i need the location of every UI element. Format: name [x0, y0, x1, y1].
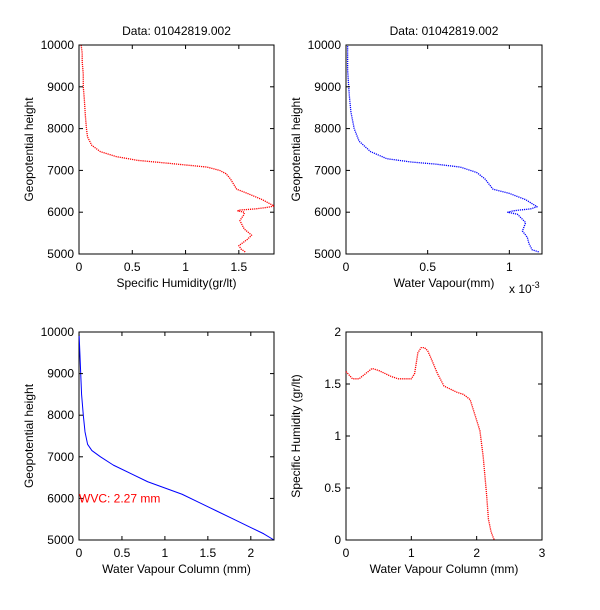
chart-3-ytick-label: 8000: [47, 408, 74, 422]
chart-3-axes-box: [78, 331, 275, 541]
chart-3-ylabel: Geopotential height: [22, 383, 36, 488]
chart-3-ytick-label: 10000: [41, 325, 75, 339]
chart-1-xtick-label: 1.5: [230, 260, 247, 274]
chart-4-xtick-label: 3: [539, 546, 546, 560]
chart-3-xtick-label: 1.5: [200, 546, 217, 560]
chart-2-ytick-label: 10000: [308, 38, 342, 52]
chart-1-ylabel: Geopotential height: [22, 97, 36, 202]
chart-4-ytick-label: 0: [334, 533, 341, 547]
chart-1-xlabel: Specific Humidity(gr/lt): [116, 276, 236, 290]
chart-3-ytick-label: 7000: [47, 450, 74, 464]
chart-2-x-multiplier: x 10-3: [509, 280, 540, 296]
chart-3-xtick-label: 0.5: [114, 546, 131, 560]
chart-1-xtick-label: 0.5: [124, 260, 141, 274]
chart-3-ytick-label: 9000: [47, 367, 74, 381]
chart-4-ytick-label: 1: [334, 429, 341, 443]
chart-1-xtick-label: 0: [76, 260, 83, 274]
chart-4: 0 1 2 3 0 0.5 1 1.5 2 Water Vapour Column (mm) Spe…: [289, 325, 546, 576]
chart-3-xtick-label: 1: [162, 546, 169, 560]
chart-2-ytick-label: 8000: [314, 122, 341, 136]
chart-1-series-1-line: [80, 44, 275, 253]
chart-2-ytick-label: 6000: [314, 205, 341, 219]
chart-4-xlabel: Water Vapour Column (mm): [370, 562, 519, 576]
chart-3-xtick-label: 0: [76, 546, 83, 560]
chart-4-ytick-label: 2: [334, 325, 341, 339]
chart-3-series-1-line: [78, 331, 275, 541]
chart-4-ytick-label: 1.5: [324, 377, 341, 391]
chart-1: 0 0.5 1 1.5 5000 6000 7000 8000 9000 10000 Data: 0…: [22, 24, 275, 290]
chart-4-xtick-label: 0: [343, 546, 350, 560]
chart-2-xtick-label: 1: [506, 260, 513, 274]
chart-3-annotation: WVC: 2.27 mm: [79, 491, 160, 505]
chart-3-xtick-label: 2: [247, 546, 254, 560]
chart-1-xtick-label: 1: [182, 260, 189, 274]
chart-2-ytick-label: 5000: [314, 247, 341, 261]
chart-1-ytick-label: 9000: [47, 80, 74, 94]
chart-2-xtick-label: 0: [343, 260, 350, 274]
chart-3-ytick-label: 6000: [47, 491, 74, 505]
chart-3: 0 0.5 1 1.5 2 5000 6000 7000 8000 9000 10000 Water …: [22, 325, 275, 576]
chart-4-ylabel: Specific Humidity (gr/lt): [289, 374, 303, 497]
chart-4-axes-box: [345, 331, 543, 541]
chart-3-xlabel: Water Vapour Column (mm): [102, 562, 251, 576]
chart-1-ytick-label: 6000: [47, 205, 74, 219]
chart-1-ytick-label: 8000: [47, 122, 74, 136]
chart-1-ytick-label: 7000: [47, 163, 74, 177]
chart-2-ytick-label: 7000: [314, 163, 341, 177]
chart-1-axes-box: [78, 44, 275, 255]
chart-2-axes-box: [345, 44, 543, 255]
chart-1-ytick-label: 10000: [41, 38, 75, 52]
chart-4-series-1-line: [345, 346, 495, 541]
chart-4-xtick-label: 1: [408, 546, 415, 560]
chart-2: 0 0.5 1 5000 6000 7000 8000 9000 10000 Data: 0104…: [289, 24, 543, 296]
chart-2-xtick-label: 0.5: [419, 260, 436, 274]
chart-1-title: Data: 01042819.002: [122, 24, 231, 38]
chart-2-xlabel: Water Vapour(mm): [394, 276, 495, 290]
chart-2-ylabel: Geopotential height: [289, 97, 303, 202]
chart-2-title: Data: 01042819.002: [390, 24, 499, 38]
chart-2-ytick-label: 9000: [314, 80, 341, 94]
chart-4-xtick-label: 2: [473, 546, 480, 560]
chart-1-ytick-label: 5000: [47, 247, 74, 261]
chart-2-x-multiplier-exponent: -3: [532, 280, 540, 290]
chart-2-series-1-line: [346, 45, 539, 253]
chart-3-ytick-label: 5000: [47, 533, 74, 547]
chart-4-ytick-label: 0.5: [324, 481, 341, 495]
